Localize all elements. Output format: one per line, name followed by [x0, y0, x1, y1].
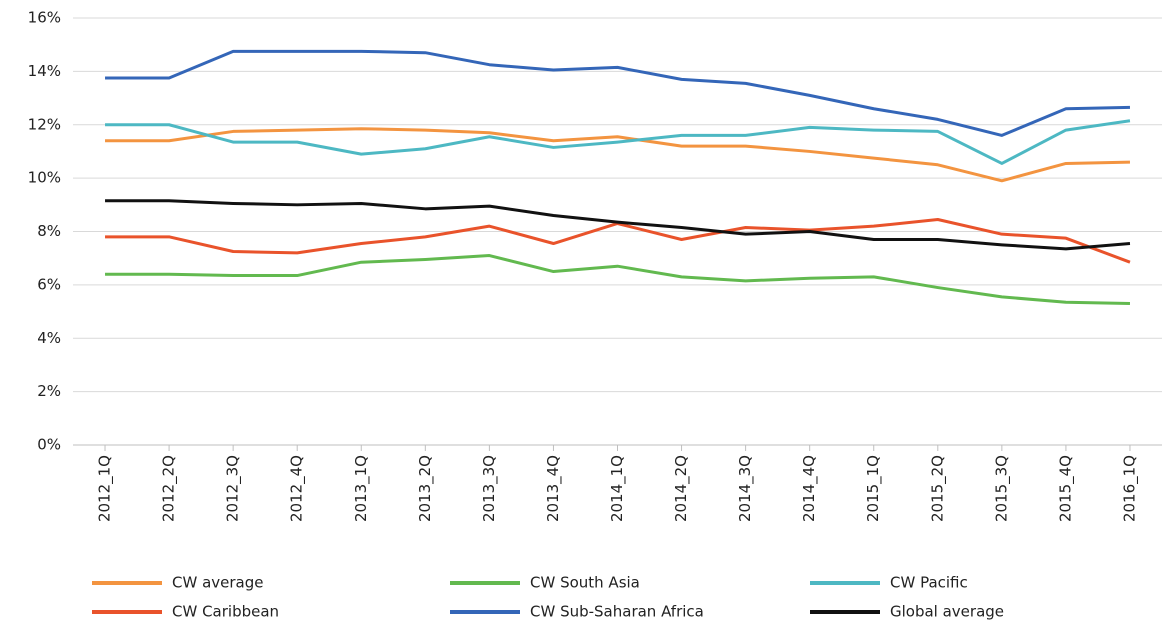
series-line — [105, 254, 1131, 306]
series-line — [105, 199, 1131, 251]
series-line — [105, 119, 1131, 165]
y-tick-label: 10% — [28, 169, 61, 187]
y-tick-label: 16% — [28, 9, 61, 27]
x-tick-label: 2015_3Q — [992, 455, 1011, 522]
x-tick-label: 2012_4Q — [288, 455, 307, 522]
legend-label: Global average — [890, 603, 1004, 621]
y-tick-label: 0% — [37, 436, 61, 454]
legend-label: CW South Asia — [530, 574, 640, 592]
y-tick-label: 6% — [37, 275, 61, 293]
x-tick-label: 2013_4Q — [544, 455, 563, 522]
legend-label: CW Caribbean — [172, 603, 279, 621]
x-tick-label: 2012_3Q — [224, 455, 243, 522]
y-tick-label: 2% — [37, 382, 61, 400]
x-tick-label: 2013_1Q — [352, 455, 371, 522]
y-tick-label: 8% — [37, 222, 61, 240]
x-tick-label: 2012_1Q — [96, 455, 115, 522]
x-tick-label: 2014_3Q — [736, 455, 755, 522]
x-tick-label: 2014_1Q — [608, 455, 627, 522]
x-tick-label: 2015_2Q — [928, 455, 947, 522]
x-tick-label: 2015_1Q — [864, 455, 883, 522]
series-line — [105, 217, 1131, 264]
y-tick-label: 14% — [28, 62, 61, 80]
y-tick-label: 4% — [37, 329, 61, 347]
x-tick-label: 2014_2Q — [672, 455, 691, 522]
x-tick-label: 2012_2Q — [160, 455, 179, 522]
legend-label: CW Sub-Saharan Africa — [530, 603, 704, 621]
series-line — [105, 127, 1131, 183]
legend-label: CW average — [172, 574, 263, 592]
x-tick-label: 2016_1Q — [1120, 455, 1139, 522]
legend-label: CW Pacific — [890, 574, 968, 592]
x-tick-label: 2015_4Q — [1056, 455, 1075, 522]
x-tick-label: 2014_4Q — [800, 455, 819, 522]
x-tick-label: 2013_2Q — [416, 455, 435, 522]
y-tick-label: 12% — [28, 115, 61, 133]
series-line — [105, 49, 1131, 137]
x-tick-label: 2013_3Q — [480, 455, 499, 522]
